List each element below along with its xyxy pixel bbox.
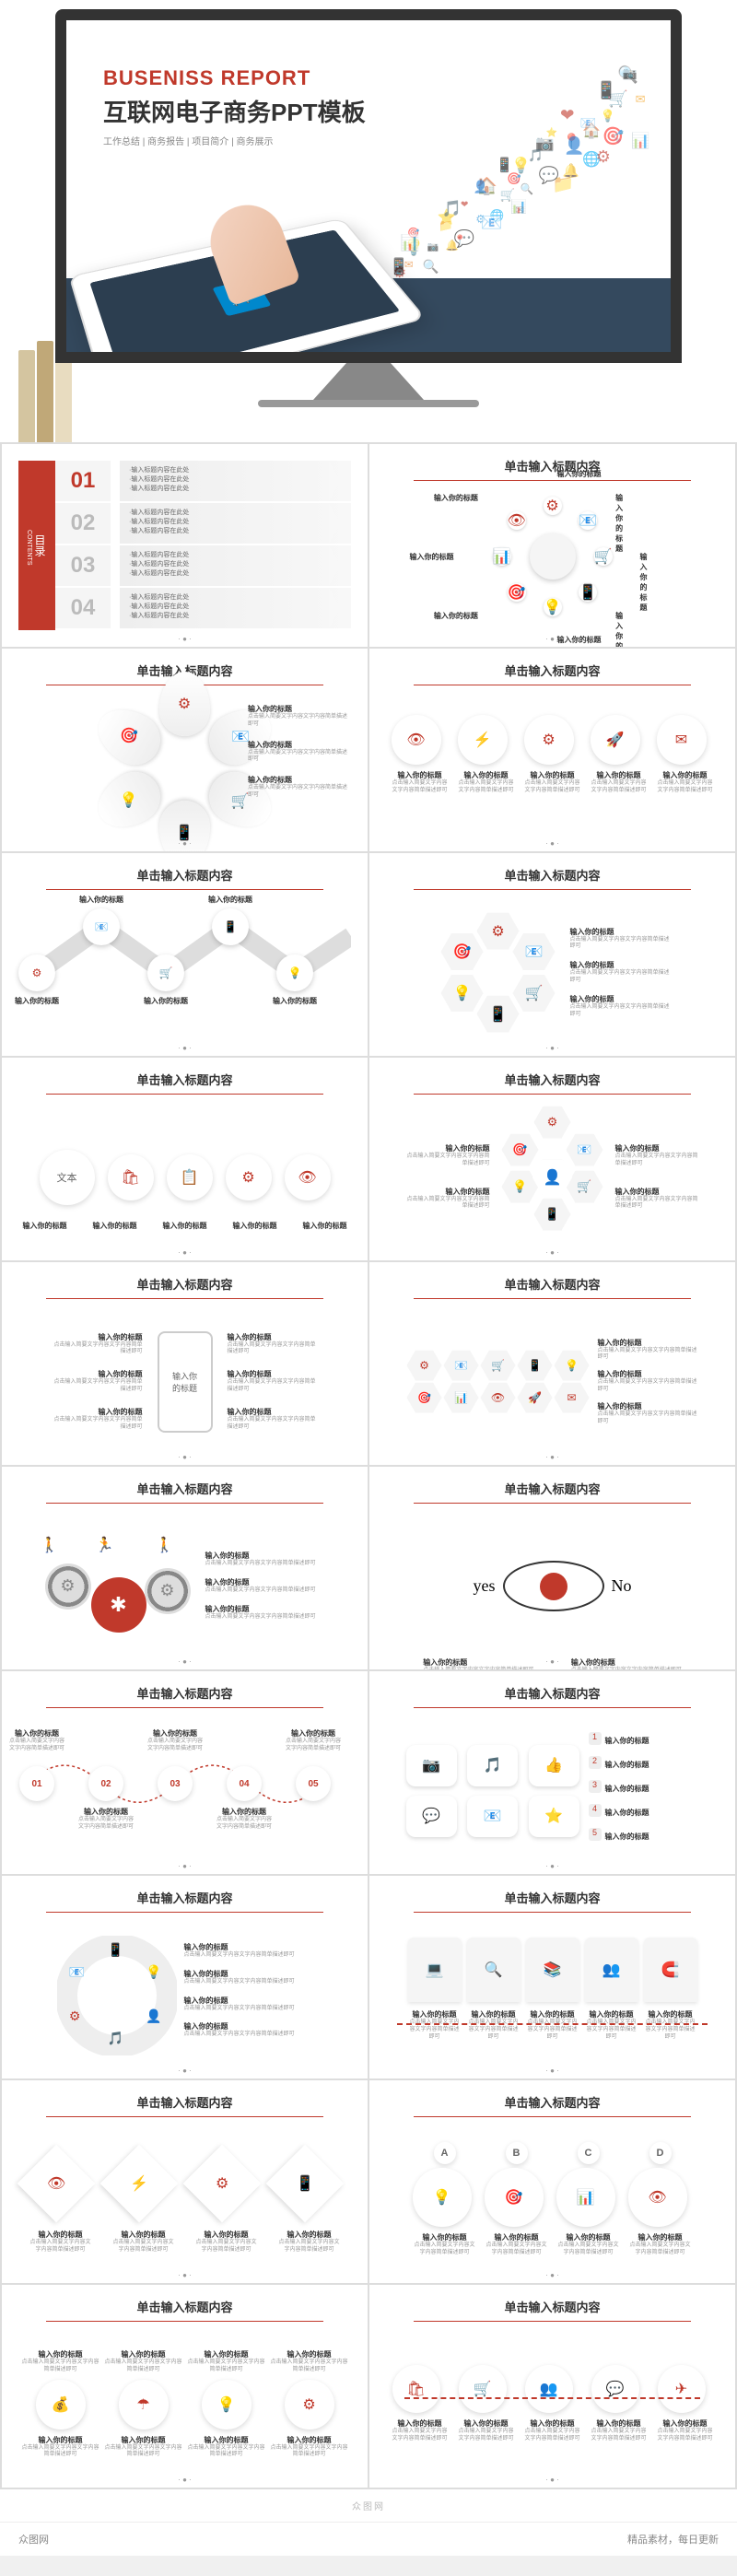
slide-4circ-sides: 单击输入标题内容 输入你的标题点击输入简要文字内容文字内容简单描述即可💰输入你的… xyxy=(2,2285,368,2488)
slides-grid: 目录 CONTENTS 01020304 ·输入标题内容在此处 ·输入标题内容在… xyxy=(0,442,737,2489)
page-footer: 众图网 精品素材，每日更新 xyxy=(0,2522,737,2556)
slide-5circ-arrow: 单击输入标题内容 🛍输入你的标题点击输入简要文字内容文字内容简单描述即可🛒输入你… xyxy=(369,2285,735,2488)
footer-tagline: 精品素材，每日更新 xyxy=(627,2532,719,2547)
slide-diamonds: 单击输入标题内容 👁输入你的标题点击输入简要文字内容文字内容简单描述即可⚡输入你… xyxy=(2,2080,368,2283)
slide-phone: 单击输入标题内容 输入你的标题点击输入简要文字内容文字内容简单描述即可 输入你的… xyxy=(2,1262,368,1465)
eye-icon xyxy=(503,1561,604,1611)
phone-mockup: 输入你 的标题 xyxy=(158,1331,213,1433)
slide-speech: 单击输入标题内容 📷🎵👍💬📧⭐ 1输入你的标题2输入你的标题3输入你的标题4输入… xyxy=(369,1671,735,1874)
text-circle: 文本 xyxy=(40,1150,95,1205)
slide-zigzag: 单击输入标题内容 ⚙输入你的标题📧输入你的标题🛒输入你的标题📱输入你的标题💡输入… xyxy=(2,853,368,1056)
watermark: 众图网 xyxy=(0,2489,737,2522)
monitor-mockup: BUSENISS REPORT 互联网电子商务PPT模板 工作总结 | 商务报告… xyxy=(55,9,682,407)
slide-petals: 单击输入标题内容 ⚙📧🛒📱💡🎯 输入你的标题 点击输入简要文字内容文字内容简单描… xyxy=(2,649,368,851)
icon-spray: ⚙📧🛒📱💡🎯📊✉🔍📷⭐🎵📁💬🔔📍❤🏠👤🌐⚙📧🛒📱💡🎯📊✉🔍📷⭐🎵📁💬🔔📍❤🏠👤🌐… xyxy=(348,39,643,297)
slide-eye: 单击输入标题内容 yes No 输入你的标题点击输入简要文字内容文字内容简单描述… xyxy=(369,1467,735,1669)
footer-brand: 众图网 xyxy=(18,2532,49,2547)
slide-5circles: 单击输入标题内容 👁输入你的标题点击输入简要文字内容文字内容简单描述即可⚡输入你… xyxy=(369,649,735,851)
slide-segring: 单击输入标题内容 📱💡👤🎵⚙📧 输入你的标题点击输入简要文字内容文字内容简单描述… xyxy=(2,1876,368,2078)
pager: · ● · xyxy=(178,635,192,643)
slide-gears: 单击输入标题内容 ⚙ ✱ ⚙ 🚶 🏃 🚶 输入你的标题点击输入简要文字内容文字内… xyxy=(2,1467,368,1669)
toc-label-cn: 目录 xyxy=(32,468,48,623)
slide-hex6: 单击输入标题内容 输入你的标题点击输入简要文字内容文字内容简单描述即可 输入你的… xyxy=(369,1058,735,1260)
cover-title-cn: 互联网电子商务PPT模板 xyxy=(103,94,366,128)
slide-letters: 单击输入标题内容 A💡输入你的标题点击输入简要文字内容文字内容简单描述即可B🎯输… xyxy=(369,2080,735,2283)
slide-timeline: 单击输入标题内容 01输入你的标题点击输入简要文字内容文字内容简单描述即可02输… xyxy=(2,1671,368,1874)
slide-title: 单击输入标题内容 xyxy=(414,451,691,481)
slide-tabs: 单击输入标题内容 💻输入你的标题点击输入简要文字内容文字内容简单描述即可🔍输入你… xyxy=(369,1876,735,2078)
cover-title-en: BUSENISS REPORT xyxy=(103,66,366,90)
cover-slide: BUSENISS REPORT 互联网电子商务PPT模板 工作总结 | 商务报告… xyxy=(0,0,737,442)
toc-label-en: CONTENTS xyxy=(26,472,32,623)
slide-honeycomb: 单击输入标题内容 ⚙📧🛒📱💡🎯📊👁🚀✉ 输入你的标题点击输入简要文字内容文字内容… xyxy=(369,1262,735,1465)
slide-hexring: 单击输入标题内容 ⚙📧🛒📱💡🎯 输入你的标题 点击输入简要文字内容文字内容简单描… xyxy=(369,853,735,1056)
toc-slide: 目录 CONTENTS 01020304 ·输入标题内容在此处 ·输入标题内容在… xyxy=(2,444,368,647)
slide-wheel8: 单击输入标题内容 ⚙输入你的标题📧输入你的标题🛒输入你的标题📱输入你的标题💡输入… xyxy=(369,444,735,647)
cover-subtitle: 工作总结 | 商务报告 | 项目简介 | 商务展示 xyxy=(103,134,366,147)
slide-text4: 单击输入标题内容 文本 🛍📋⚙👁 输入你的标题输入你的标题输入你的标题输入你的标… xyxy=(2,1058,368,1260)
